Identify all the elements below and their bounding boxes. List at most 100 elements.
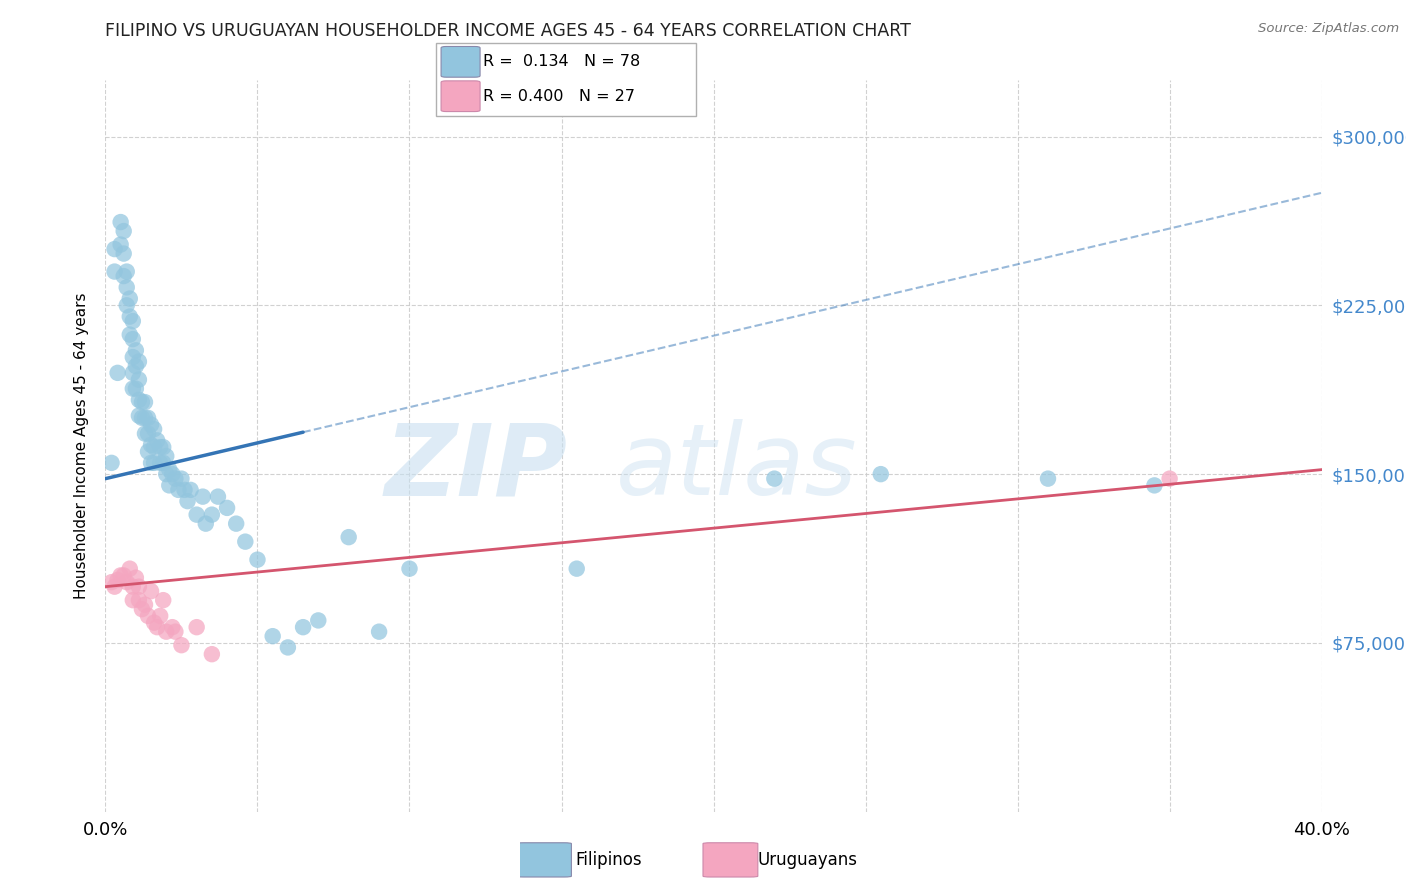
Point bbox=[201, 647, 224, 661]
Point bbox=[139, 584, 162, 599]
FancyBboxPatch shape bbox=[441, 81, 479, 112]
Point bbox=[143, 456, 166, 470]
Point bbox=[115, 280, 138, 294]
Point bbox=[136, 444, 159, 458]
Point bbox=[191, 490, 214, 504]
Point bbox=[121, 593, 143, 607]
Point bbox=[1036, 472, 1059, 486]
Point bbox=[139, 417, 162, 432]
Point bbox=[763, 472, 786, 486]
Point bbox=[125, 382, 148, 396]
Point bbox=[134, 598, 156, 612]
Point bbox=[167, 483, 190, 497]
Point bbox=[121, 366, 143, 380]
Point bbox=[121, 332, 143, 346]
Point bbox=[233, 534, 256, 549]
Text: ZIP: ZIP bbox=[385, 419, 568, 516]
Point bbox=[186, 620, 208, 634]
Point bbox=[112, 224, 135, 238]
Point bbox=[139, 456, 162, 470]
Point bbox=[115, 575, 138, 590]
Point bbox=[152, 456, 174, 470]
Point bbox=[398, 562, 420, 576]
Point bbox=[307, 614, 329, 628]
Point bbox=[136, 426, 159, 441]
Point bbox=[146, 434, 169, 448]
Point bbox=[136, 608, 159, 623]
Point bbox=[201, 508, 224, 522]
Point bbox=[121, 314, 143, 328]
Point bbox=[125, 343, 148, 358]
Point bbox=[107, 573, 129, 587]
Point bbox=[162, 620, 184, 634]
Point bbox=[262, 629, 284, 643]
Point bbox=[103, 242, 125, 256]
Point bbox=[118, 327, 141, 342]
Point bbox=[139, 438, 162, 452]
Point bbox=[157, 462, 180, 476]
Y-axis label: Householder Income Ages 45 - 64 years: Householder Income Ages 45 - 64 years bbox=[73, 293, 89, 599]
Text: Filipinos: Filipinos bbox=[575, 851, 641, 869]
Point bbox=[146, 620, 169, 634]
Point bbox=[121, 350, 143, 364]
Point bbox=[128, 409, 150, 423]
Point bbox=[565, 562, 588, 576]
Point bbox=[149, 456, 172, 470]
Point bbox=[134, 426, 156, 441]
Point bbox=[155, 624, 177, 639]
Point bbox=[170, 472, 193, 486]
Point bbox=[110, 237, 132, 252]
Point bbox=[118, 310, 141, 324]
Point bbox=[134, 395, 156, 409]
Point bbox=[131, 602, 153, 616]
Point bbox=[125, 571, 148, 585]
Point bbox=[128, 373, 150, 387]
Point bbox=[110, 215, 132, 229]
Point bbox=[128, 593, 150, 607]
Point bbox=[1143, 478, 1166, 492]
Point bbox=[103, 264, 125, 278]
Point bbox=[115, 298, 138, 312]
Point bbox=[131, 410, 153, 425]
Point bbox=[143, 422, 166, 436]
Point bbox=[337, 530, 360, 544]
Point bbox=[112, 246, 135, 260]
Point bbox=[368, 624, 391, 639]
Point bbox=[869, 467, 891, 482]
Point bbox=[128, 392, 150, 407]
Text: Source: ZipAtlas.com: Source: ZipAtlas.com bbox=[1258, 22, 1399, 36]
Point bbox=[131, 395, 153, 409]
Point bbox=[207, 490, 229, 504]
Point bbox=[155, 467, 177, 482]
Point bbox=[128, 580, 150, 594]
Point bbox=[173, 483, 195, 497]
FancyBboxPatch shape bbox=[703, 843, 758, 877]
Point bbox=[134, 410, 156, 425]
Point bbox=[162, 467, 184, 482]
Point bbox=[103, 580, 125, 594]
Point bbox=[157, 478, 180, 492]
Point bbox=[176, 494, 198, 508]
Point bbox=[246, 552, 269, 566]
Point bbox=[118, 562, 141, 576]
Point bbox=[107, 366, 129, 380]
Point bbox=[152, 440, 174, 454]
Point bbox=[118, 292, 141, 306]
Text: atlas: atlas bbox=[616, 419, 858, 516]
Point bbox=[136, 410, 159, 425]
Point bbox=[170, 638, 193, 652]
Point bbox=[152, 593, 174, 607]
FancyBboxPatch shape bbox=[516, 843, 571, 877]
Point bbox=[155, 449, 177, 463]
Point bbox=[186, 508, 208, 522]
Point bbox=[217, 500, 239, 515]
Text: Uruguayans: Uruguayans bbox=[758, 851, 858, 869]
Point bbox=[194, 516, 217, 531]
Point bbox=[165, 624, 187, 639]
Point bbox=[180, 483, 202, 497]
Point bbox=[143, 440, 166, 454]
Point bbox=[128, 354, 150, 368]
Point bbox=[115, 264, 138, 278]
Text: R = 0.400   N = 27: R = 0.400 N = 27 bbox=[482, 88, 634, 103]
Point bbox=[121, 580, 143, 594]
